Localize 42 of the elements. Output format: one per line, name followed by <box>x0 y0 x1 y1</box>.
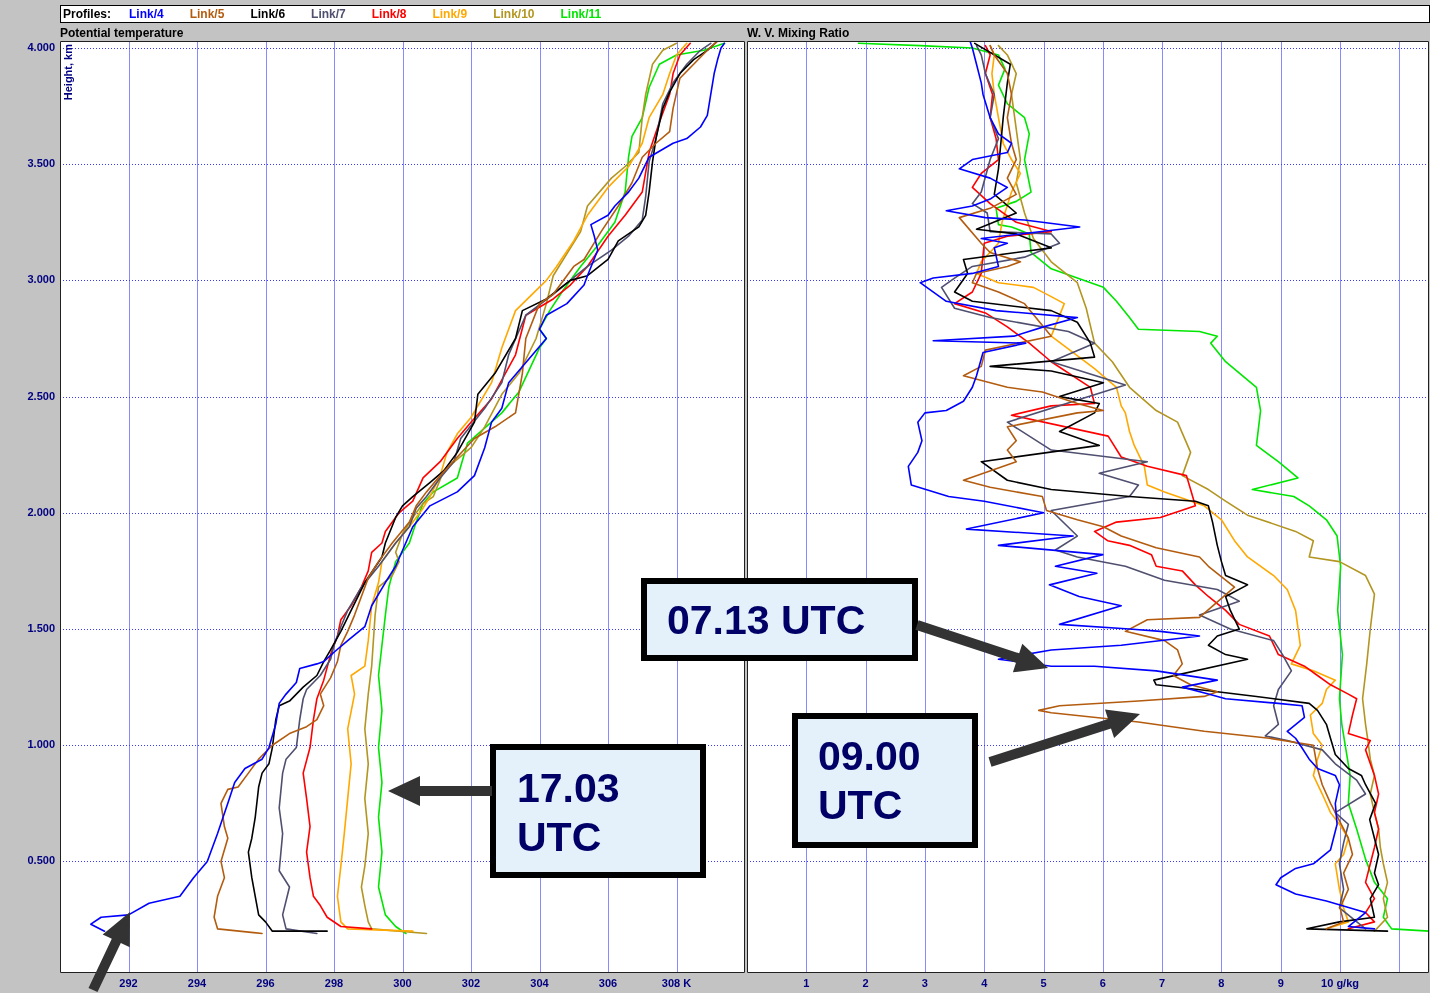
x-tick-label: 6 <box>1099 976 1106 989</box>
x-tick-label: 306 <box>598 976 618 989</box>
text: Link/9 <box>432 6 468 22</box>
x-tick-label: 300 <box>393 976 412 989</box>
y-tick-label: 0.500 <box>27 854 55 867</box>
x-tick-label: 10 g/kg <box>1321 976 1359 989</box>
x-tick-label: 3 <box>921 976 928 989</box>
x-tick-label: 302 <box>461 976 481 989</box>
annotation: 07.13 UTC <box>667 596 867 645</box>
y-tick-label: 1.500 <box>27 622 55 635</box>
x-tick-label: 1 <box>803 976 810 989</box>
x-tick-label: 296 <box>256 976 275 989</box>
x-tick-label: 5 <box>1040 976 1047 989</box>
x-tick-label: 308 K <box>661 976 692 989</box>
legend-title: Profiles: <box>63 6 112 22</box>
text: Link/11 <box>560 6 602 22</box>
y-tick-label: 4.000 <box>27 41 55 53</box>
text: Link/5 <box>189 6 225 22</box>
x-tick-label: 298 <box>324 976 344 989</box>
x-tick-label: 2 <box>862 976 869 989</box>
text: Link/4 <box>129 6 164 22</box>
x-tick-label: 4 <box>981 976 989 989</box>
y-tick-label: 2.000 <box>27 505 55 518</box>
text: Link/8 <box>371 6 407 22</box>
y-tick-label: 3.500 <box>27 157 55 170</box>
y-tick-label: 1.000 <box>27 738 55 751</box>
y-tick-label: 2.500 <box>27 389 55 402</box>
x-tick-label: 7 <box>1159 976 1166 989</box>
text: Link/6 <box>250 6 286 22</box>
x-tick-label: 9 <box>1277 976 1284 989</box>
x-tick-label: 304 <box>530 976 550 989</box>
x-tick-label: 294 <box>187 976 208 989</box>
x-tick-label: 292 <box>119 976 138 989</box>
text: Link/10 <box>493 6 535 22</box>
annotation: 17.03 UTC <box>517 764 621 862</box>
chart-title: Potential temperature <box>60 26 184 40</box>
annotation: 09.00 UTC <box>818 732 922 830</box>
x-tick-label: 8 <box>1218 976 1225 989</box>
chart-title: W. V. Mixing Ratio <box>747 26 850 40</box>
y-tick-label: 3.000 <box>27 273 55 286</box>
y-axis-title: Height, km <box>62 43 75 101</box>
text: Link/7 <box>311 6 346 22</box>
